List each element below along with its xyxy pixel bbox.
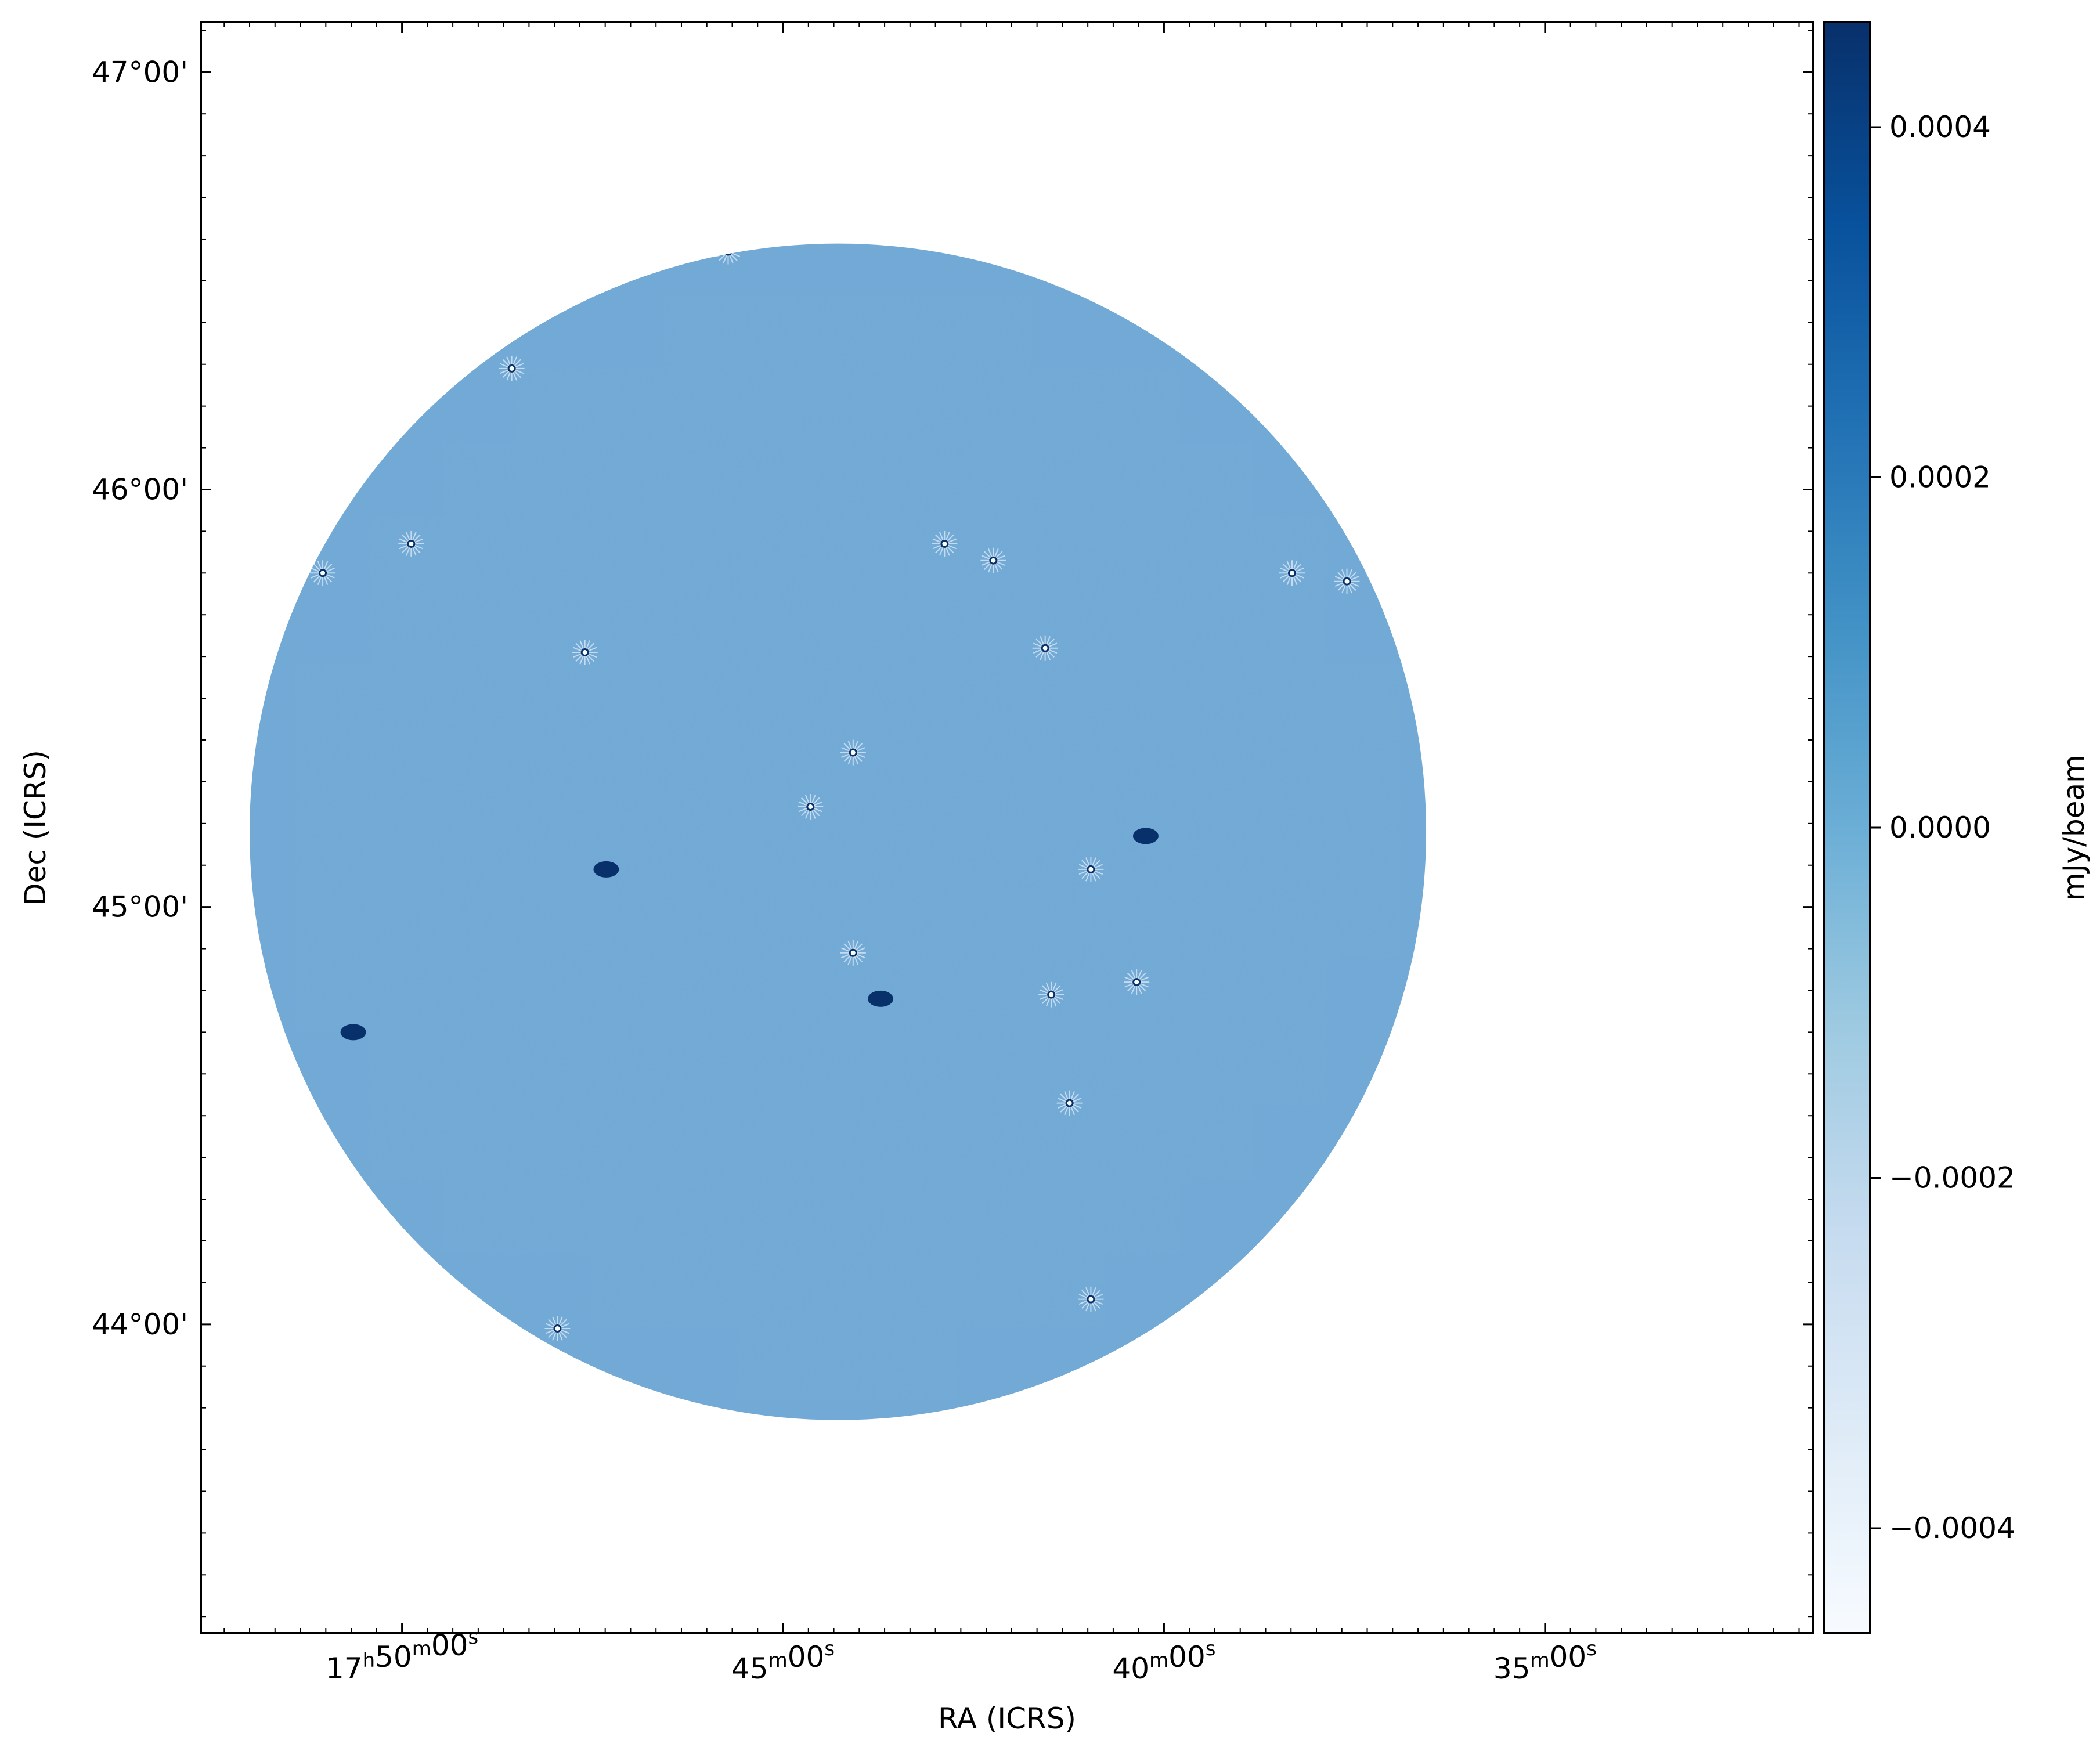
extended-source xyxy=(340,1024,366,1041)
bright-source xyxy=(840,940,866,966)
colorbar-tick-label: 0.0002 xyxy=(1889,461,1991,494)
bright-source xyxy=(1078,1286,1104,1312)
bright-source xyxy=(932,530,958,557)
extended-source xyxy=(868,990,894,1007)
colorbar-gradient xyxy=(1823,21,1871,1634)
colorbar: 0.0004 0.0002 0.0000 −0.0002 −0.0004 mJy/bea… xyxy=(1823,21,2091,1634)
bright-source xyxy=(1056,1090,1083,1116)
field-noise xyxy=(250,243,1427,1420)
ra-axis-ticks xyxy=(223,22,1800,1633)
extended-source xyxy=(593,861,619,878)
dec-tick-label: 45°00' xyxy=(92,890,188,924)
bright-source xyxy=(1124,969,1150,995)
bright-source xyxy=(980,547,1006,573)
bright-source xyxy=(1032,635,1058,661)
map-frame xyxy=(200,21,1814,1634)
colorbar-tick-label: 0.0004 xyxy=(1889,110,1991,144)
x-axis-label: RA (ICRS) xyxy=(938,1702,1076,1735)
bright-source xyxy=(840,739,866,766)
y-axis-label: Dec (ICRS) xyxy=(19,750,52,905)
map-panel: 17h50m00s 45m00s 40m00s 35m00s 47°00' 46°00'… xyxy=(19,21,1814,1735)
dec-tick-labels: 47°00' 46°00' 45°00' 44°00' xyxy=(92,55,188,1341)
bright-source xyxy=(798,794,824,820)
ra-tick-labels: 17h50m00s 45m00s 40m00s 35m00s xyxy=(326,1626,1597,1685)
bright-source xyxy=(1078,856,1104,882)
colorbar-tick-label: −0.0002 xyxy=(1889,1161,2015,1194)
bright-source xyxy=(1279,560,1305,586)
ra-tick-label: 17h50m00s xyxy=(326,1626,478,1685)
bright-source xyxy=(544,1316,571,1342)
dec-axis-ticks xyxy=(201,30,1813,1618)
bright-source xyxy=(499,355,525,381)
dec-tick-label: 46°00' xyxy=(92,472,188,506)
missing-data-region xyxy=(1425,70,1741,276)
colorbar-ticks: 0.0004 0.0002 0.0000 −0.0002 −0.0004 xyxy=(1870,110,2015,1545)
colorbar-label: mJy/beam xyxy=(2057,755,2091,901)
colorbar-tick-label: 0.0000 xyxy=(1889,811,1991,844)
extended-source xyxy=(1132,828,1159,844)
bright-source xyxy=(1038,981,1065,1008)
bright-source xyxy=(310,560,336,586)
colorbar-tick-label: −0.0004 xyxy=(1889,1511,2015,1545)
dec-tick-label: 44°00' xyxy=(92,1308,188,1341)
ra-tick-label: 35m00s xyxy=(1493,1637,1597,1685)
radio-field xyxy=(250,243,1427,1420)
bright-source xyxy=(1334,568,1360,594)
dec-tick-label: 47°00' xyxy=(92,55,188,89)
ra-tick-label: 45m00s xyxy=(731,1637,835,1685)
bright-source xyxy=(572,639,598,665)
ra-tick-label: 40m00s xyxy=(1112,1637,1215,1685)
bright-source xyxy=(398,530,424,557)
